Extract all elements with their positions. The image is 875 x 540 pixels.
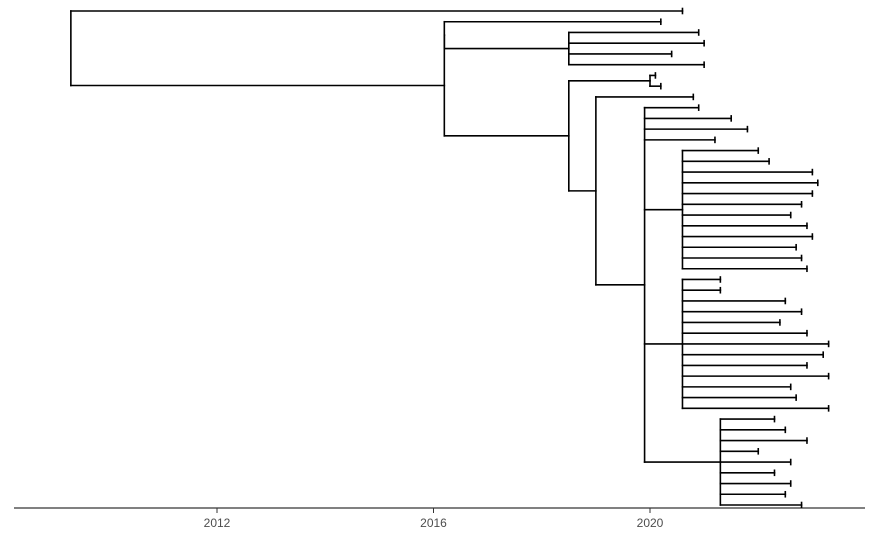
x-axis-ticks: 2012 2016 2020	[204, 508, 664, 530]
x-tick-label-2020: 2020	[637, 516, 664, 530]
x-tick-label-2012: 2012	[204, 516, 231, 530]
x-tick-label-2016: 2016	[420, 516, 447, 530]
tree-branches	[70, 7, 830, 509]
